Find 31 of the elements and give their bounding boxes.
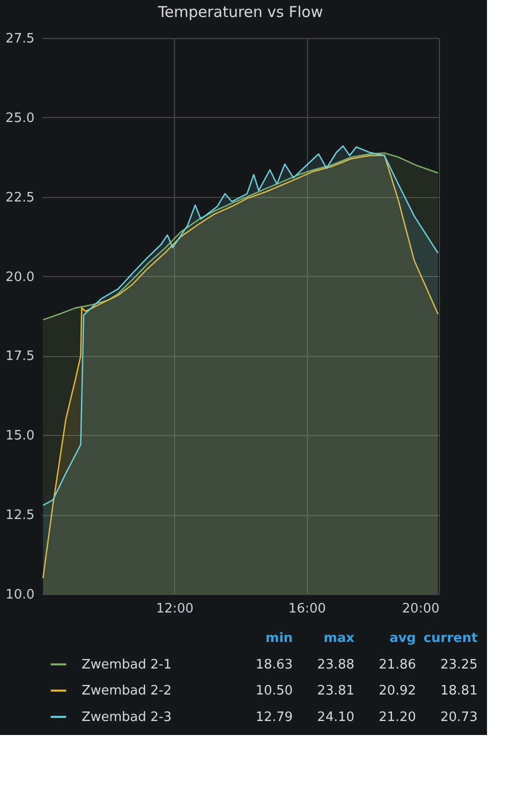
text: 23.81	[317, 684, 354, 699]
x-tick-label: 16:00	[288, 602, 326, 616]
text: 18.63	[256, 657, 293, 672]
y-tick-label: 15.0	[6, 428, 34, 444]
text: 23.88	[317, 657, 354, 672]
y-tick-label: 20.0	[6, 270, 34, 285]
y-tick-label: 17.5	[6, 349, 34, 364]
text: current	[424, 631, 478, 646]
text: 10.50	[256, 684, 293, 699]
y-tick-label: 22.5	[6, 190, 34, 206]
text: 24.10	[317, 710, 354, 725]
text: avg	[389, 631, 416, 646]
legend-label: Zwembad 2-1	[82, 657, 172, 672]
x-tick-label: 12:00	[156, 602, 194, 616]
text: 21.20	[378, 710, 416, 725]
legend-label: Zwembad 2-2	[82, 684, 172, 699]
y-tick-label: 25.0	[6, 110, 34, 126]
chart-title: Temperaturen vs Flow	[157, 3, 323, 21]
text: 18.81	[440, 684, 478, 699]
text: min	[266, 631, 293, 646]
y-tick-label: 27.5	[6, 32, 34, 46]
text: 12.79	[256, 710, 293, 725]
text: 20.92	[378, 684, 416, 699]
y-tick-label: 12.5	[6, 508, 34, 524]
text: 23.25	[440, 657, 478, 672]
legend-label: Zwembad 2-3	[82, 710, 172, 725]
text: 21.86	[378, 657, 416, 672]
x-tick-label: 20:00	[402, 602, 440, 616]
text: max	[324, 631, 355, 646]
text: 20.73	[440, 710, 478, 725]
y-tick-label: 10.0	[6, 588, 34, 602]
